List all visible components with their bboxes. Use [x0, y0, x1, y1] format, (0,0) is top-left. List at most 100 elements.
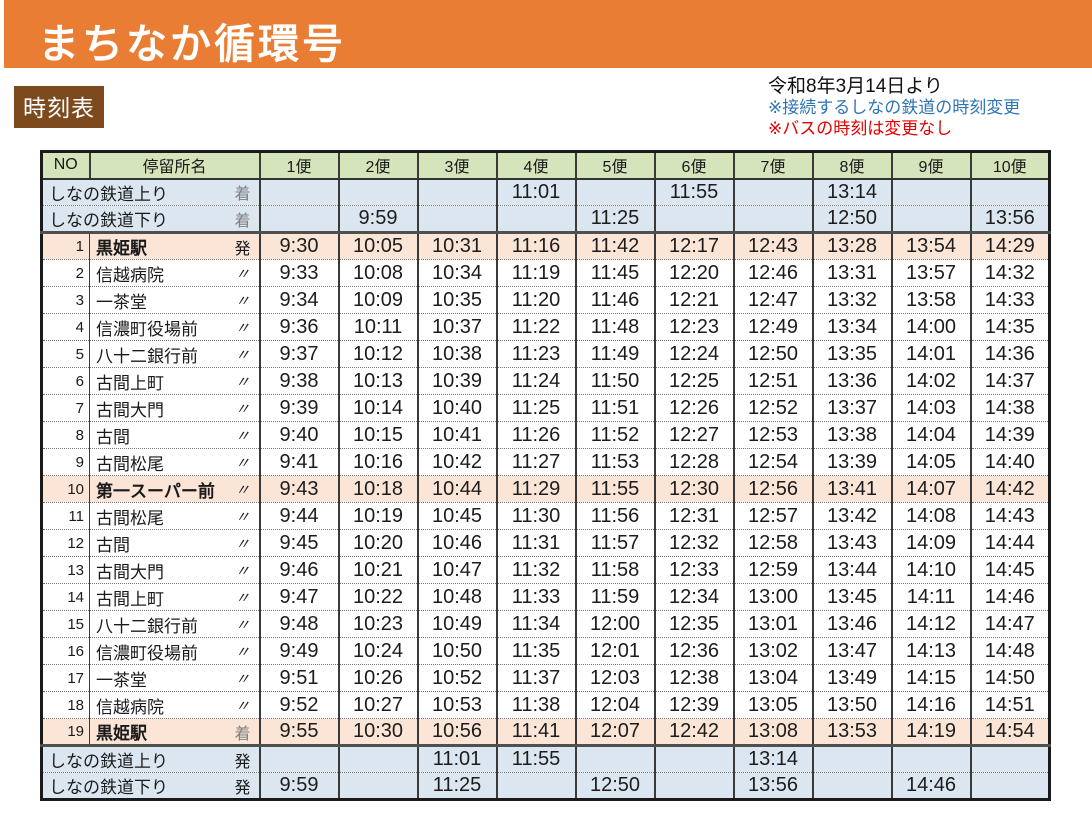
time-cell: 10:12: [338, 340, 419, 368]
stop-name: 古間: [96, 427, 130, 447]
stop-name: 古間松尾: [96, 508, 164, 528]
arrival-departure-marker: 〃: [234, 265, 250, 283]
time-cell: 13:31: [812, 259, 893, 287]
time-cell: 11:16: [496, 232, 577, 260]
time-cell: [338, 772, 419, 800]
arrival-departure-marker: 〃: [234, 670, 250, 688]
time-cell: 11:19: [496, 259, 577, 287]
time-cell: 12:23: [654, 313, 735, 341]
time-cell: 13:37: [812, 394, 893, 422]
time-cell: 9:30: [259, 232, 340, 260]
stop-number: 17: [41, 664, 90, 692]
time-cell: 12:20: [654, 259, 735, 287]
time-cell: 10:37: [417, 313, 498, 341]
stop-name: 古間上町: [96, 373, 164, 393]
stop-row: 3 一茶堂〃 9:34 10:09 10:35 11:20 11:46 12:21 12:47 1…: [41, 286, 1051, 314]
rail-name: しなの鉄道下り: [49, 211, 168, 230]
time-cell: 9:37: [259, 340, 340, 368]
time-cell: 14:39: [970, 421, 1051, 449]
time-cell: 13:00: [733, 583, 814, 611]
stop-name: 古間: [96, 535, 130, 555]
arrival-departure-marker: 〃: [234, 319, 250, 337]
stop-name: 信濃町役場前: [96, 319, 198, 339]
time-cell: 11:37: [496, 664, 577, 692]
time-cell: 14:54: [970, 718, 1051, 747]
stop-row: 19 黒姫駅 着 9:55 10:30 10:56 11:41 12:07 12:42 13:08…: [41, 718, 1051, 747]
time-cell: 11:32: [496, 556, 577, 584]
stop-name-cell: 古間松尾 〃: [89, 448, 261, 476]
time-cell: 10:23: [338, 610, 419, 638]
time-cell: 10:53: [417, 691, 498, 719]
time-cell: 9:47: [259, 583, 340, 611]
timetable: NO 停留所名 1便 2便 3便 4便 5便 6便 7便 8便 9便 10便 しなの鉄道上り着 11:0…: [40, 150, 1051, 801]
time-cell: [496, 772, 577, 800]
time-cell: 11:48: [575, 313, 656, 341]
time-cell: 11:41: [496, 718, 577, 747]
time-cell: 11:52: [575, 421, 656, 449]
stop-number: 13: [41, 556, 90, 584]
time-cell: 9:39: [259, 394, 340, 422]
time-cell: [417, 205, 498, 234]
time-cell: 9:45: [259, 529, 340, 557]
stop-name-cell: 八十二銀行前 〃: [89, 340, 261, 368]
time-cell: 14:05: [891, 448, 972, 476]
time-cell: 12:07: [575, 718, 656, 747]
time-cell: [970, 772, 1051, 800]
stop-name: 八十二銀行前: [96, 616, 198, 636]
time-cell: 12:33: [654, 556, 735, 584]
time-cell: 10:47: [417, 556, 498, 584]
timetable-badge: 時刻表: [14, 86, 104, 128]
time-cell: 13:39: [812, 448, 893, 476]
stop-number: 4: [41, 313, 90, 341]
time-cell: 10:18: [338, 475, 419, 503]
rail-label-cell: しなの鉄道上り 着: [41, 178, 261, 206]
time-cell: 13:54: [891, 232, 972, 260]
time-cell: 10:26: [338, 664, 419, 692]
time-cell: 9:55: [259, 718, 340, 747]
rail-row: しなの鉄道上り 着 11:01 11:55 13:14: [41, 178, 1051, 206]
time-cell: [496, 205, 577, 234]
stop-row: 12 古間〃 9:45 10:20 10:46 11:31 11:57 12:32 12:58 1…: [41, 529, 1051, 557]
time-cell: 10:52: [417, 664, 498, 692]
rail-row: しなの鉄道下り 発 9:59 11:25 12:50 13:56 14:46: [41, 772, 1051, 800]
stop-name: 黒姫駅: [96, 239, 147, 258]
stop-row: 5 八十二銀行前 〃 9:37 10:12 10:38 11:23 11:49 12:24 12:…: [41, 340, 1051, 368]
time-cell: [417, 178, 498, 206]
time-cell: 12:25: [654, 367, 735, 395]
time-cell: 12:51: [733, 367, 814, 395]
time-cell: 13:50: [812, 691, 893, 719]
time-cell: 9:41: [259, 448, 340, 476]
stop-name-cell: 古間大門 〃: [89, 394, 261, 422]
stop-number: 1: [41, 232, 90, 260]
stop-number: 16: [41, 637, 90, 665]
time-cell: [338, 178, 419, 206]
stop-name-cell: 第一スーパー前 〃: [89, 475, 261, 503]
time-cell: 9:48: [259, 610, 340, 638]
time-cell: 12:56: [733, 475, 814, 503]
stop-row: 18 信越病院 〃 9:52 10:27 10:53 11:38 12:04 12:39 13:0…: [41, 691, 1051, 719]
rail-name: しなの鉄道上り: [49, 752, 168, 771]
time-cell: 9:52: [259, 691, 340, 719]
time-cell: 10:05: [338, 232, 419, 260]
time-cell: 14:00: [891, 313, 972, 341]
header-trip-6: 6便: [654, 151, 735, 180]
time-cell: 13:41: [812, 475, 893, 503]
time-cell: 9:36: [259, 313, 340, 341]
time-cell: 11:26: [496, 421, 577, 449]
time-cell: 10:24: [338, 637, 419, 665]
time-cell: 14:38: [970, 394, 1051, 422]
time-cell: 13:38: [812, 421, 893, 449]
arrival-departure-marker: 〃: [234, 535, 250, 553]
revision-notes: 令和8年3月14日より ※接続するしなの鉄道の時刻変更 ※バスの時刻は変更なし: [768, 76, 1020, 139]
time-cell: 13:42: [812, 502, 893, 530]
stop-number: 10: [41, 475, 90, 503]
header-trip-4: 4便: [496, 151, 577, 180]
time-cell: 10:34: [417, 259, 498, 287]
arrival-departure-marker: 〃: [234, 481, 250, 499]
time-cell: 11:51: [575, 394, 656, 422]
time-cell: 12:39: [654, 691, 735, 719]
time-cell: 14:40: [970, 448, 1051, 476]
time-cell: 11:25: [496, 394, 577, 422]
header-no: NO: [41, 151, 91, 180]
time-cell: 10:40: [417, 394, 498, 422]
